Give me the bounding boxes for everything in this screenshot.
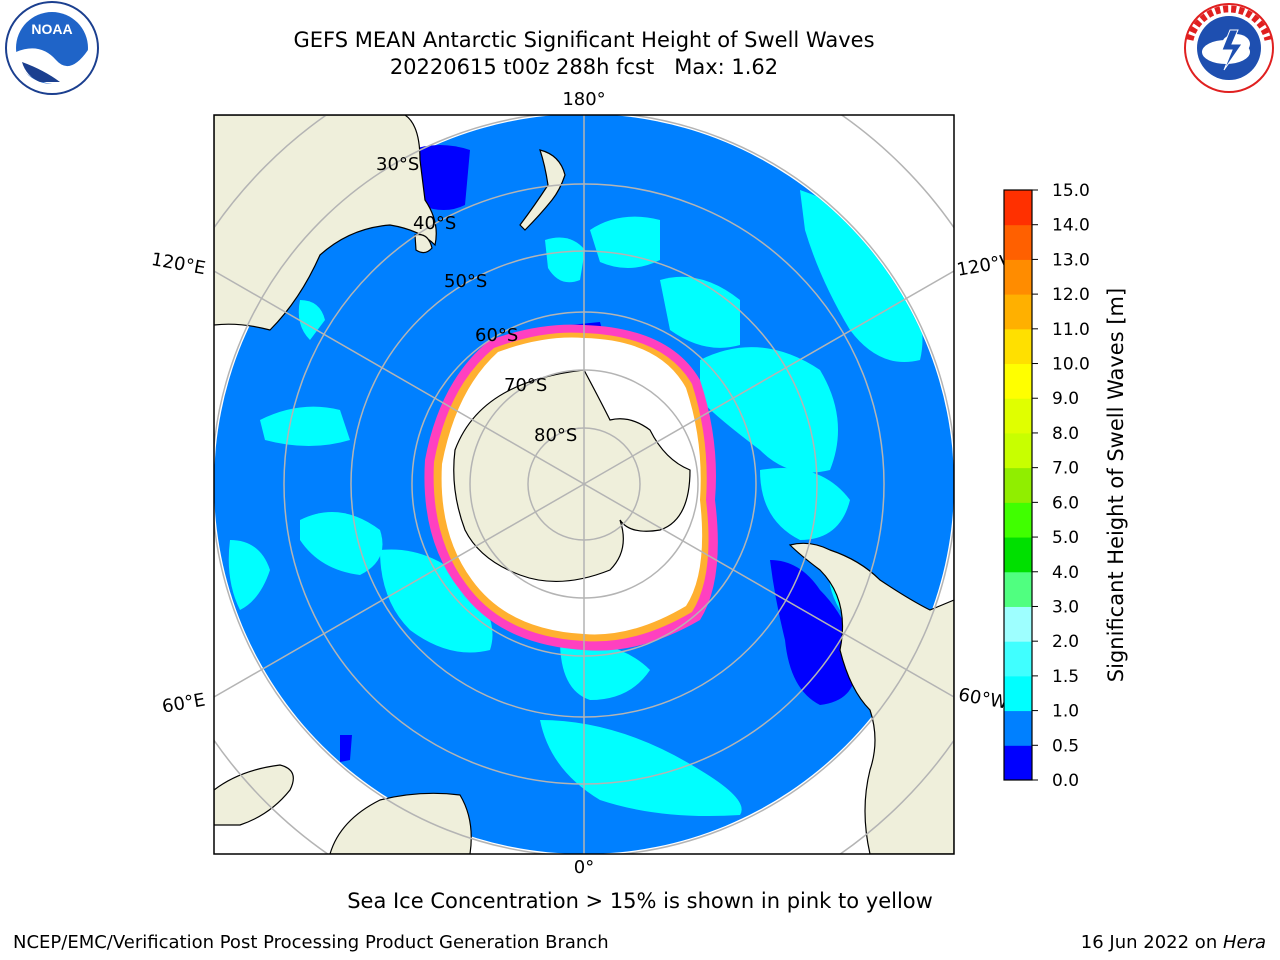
colorbar-tick-label: 1.0 (1052, 702, 1079, 722)
colorbar-tick-label: 2.0 (1052, 632, 1079, 652)
national-weather-service-logo-icon (1184, 3, 1274, 93)
chart-subtitle: 20220615 t00z 288h fcst Max: 1.62 (389, 55, 779, 79)
sea-ice-caption: Sea Ice Concentration > 15% is shown in … (347, 889, 933, 913)
colorbar-swatch (1004, 502, 1032, 538)
noaa-logo-icon: NOAA (5, 1, 99, 95)
land-masses (214, 115, 954, 854)
colorbar-swatch (1004, 745, 1032, 781)
lat-label-70s: 70°S (504, 375, 547, 396)
colorbar-tick-label: 9.0 (1052, 389, 1079, 409)
lon-label-60e: 60°E (161, 690, 207, 718)
australia (214, 115, 437, 331)
lat-label-40s: 40°S (413, 213, 456, 234)
africa (329, 792, 472, 854)
lat-label-60s: 60°S (475, 325, 518, 346)
colorbar-tick-label: 1.5 (1052, 667, 1079, 687)
colorbar-swatch (1004, 675, 1032, 712)
lon-label-60w: 60°W (957, 684, 1010, 713)
colorbar-tick-label: 11.0 (1052, 320, 1090, 340)
colorbar-swatch (1004, 432, 1032, 469)
colorbar-tick-label: 12.0 (1052, 285, 1090, 305)
colorbar-tick-label: 15.0 (1052, 181, 1090, 201)
lat-label-50s: 50°S (444, 271, 487, 292)
colorbar-swatch (1004, 294, 1032, 330)
noaa-logo-text: NOAA (31, 21, 72, 37)
colorbar-label: Significant Height of Swell Waves [m] (1104, 288, 1128, 682)
colorbar-swatch (1004, 537, 1032, 573)
footer-date: 16 Jun 2022 on Hera (1081, 932, 1266, 953)
colorbar-swatch (1004, 571, 1032, 607)
colorbar-tick-label: 14.0 (1052, 216, 1090, 236)
footer-machine: Hera (1222, 932, 1266, 953)
colorbar-swatch (1004, 606, 1032, 642)
colorbar-swatch (1004, 398, 1032, 434)
lat-label-30s: 30°S (376, 154, 419, 175)
lat-label-80s: 80°S (534, 425, 577, 446)
colorbar-tick-label: 7.0 (1052, 459, 1079, 479)
colorbar-swatch (1004, 710, 1032, 746)
colorbar-swatch (1004, 224, 1032, 260)
colorbar-swatch (1004, 328, 1032, 365)
chart-title: GEFS MEAN Antarctic Significant Height o… (293, 28, 875, 52)
colorbar-tick-label: 13.0 (1052, 250, 1090, 270)
colorbar: 0.0 0.5 1.0 1.5 2.0 3.0 4.0 5.0 6.0 7.0 8.0 9.0 10.0… (1003, 181, 1090, 791)
colorbar-swatch (1004, 259, 1032, 295)
colorbar-tick-label: 5.0 (1052, 528, 1079, 548)
colorbar-tick-label: 0.5 (1052, 736, 1079, 756)
lon-label-0: 0° (574, 857, 594, 878)
colorbar-tick-label: 6.0 (1052, 493, 1079, 513)
colorbar-tick-label: 4.0 (1052, 563, 1079, 583)
colorbar-swatch (1004, 190, 1032, 226)
graticule (214, 115, 954, 854)
colorbar-tick-label: 10.0 (1052, 355, 1090, 375)
colorbar-tick-label: 0.0 (1052, 771, 1079, 791)
colorbar-swatch (1004, 641, 1032, 677)
colorbar-tick-label: 3.0 (1052, 597, 1079, 617)
lon-label-120e: 120°E (150, 249, 208, 279)
lon-label-180: 180° (562, 89, 605, 110)
colorbar-swatch (1004, 467, 1032, 503)
footer-date-text: 16 Jun 2022 on (1080, 932, 1223, 953)
colorbar-swatch (1004, 363, 1032, 399)
colorbar-tick-label: 8.0 (1052, 424, 1079, 444)
footer-branch: NCEP/EMC/Verification Post Processing Pr… (13, 932, 609, 953)
